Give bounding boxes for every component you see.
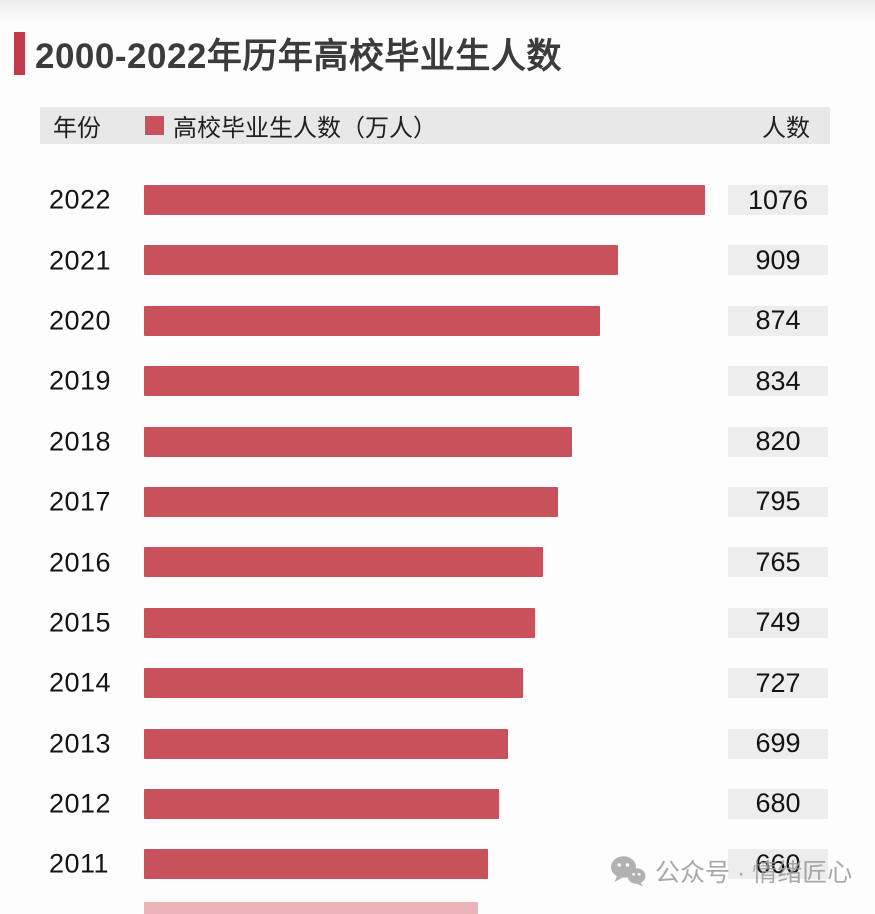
chart-row: 2015 749 <box>0 593 875 653</box>
value-bar <box>144 305 600 336</box>
value-bar <box>144 245 618 276</box>
value-badge: 874 <box>728 305 828 336</box>
value-badge: 795 <box>728 486 828 517</box>
top-vignette <box>0 0 875 24</box>
value-badge: 699 <box>728 728 828 759</box>
year-label: 2015 <box>49 607 112 638</box>
value-badge: 834 <box>728 366 828 397</box>
year-label: 2020 <box>49 305 112 336</box>
chart-row: 2016 765 <box>0 532 875 592</box>
chart-row: 2022 1076 <box>0 170 875 230</box>
watermark: 公众号 · 情绪匠心 <box>610 853 852 889</box>
value-bar <box>144 849 488 880</box>
value-bar <box>144 426 572 457</box>
value-bar <box>144 366 579 397</box>
year-label: 2017 <box>49 486 112 517</box>
year-label: 2012 <box>49 788 112 819</box>
chart-row: 2017 795 <box>0 472 875 532</box>
year-label: 2016 <box>49 547 112 578</box>
year-label: 2013 <box>49 728 112 759</box>
year-column-header: 年份 <box>53 115 101 142</box>
year-label: 2021 <box>49 245 112 276</box>
value-badge: 660 <box>728 849 828 880</box>
wechat-icon <box>611 856 646 887</box>
value-badge: 1076 <box>728 185 828 215</box>
year-label: 2011 <box>49 848 110 879</box>
watermark-text: 公众号 · 情绪匠心 <box>655 859 853 887</box>
chart-row: 2019 834 <box>0 351 875 411</box>
title-accent-bar <box>14 32 25 75</box>
value-badge: 727 <box>728 668 828 699</box>
chart-row: 2011 660 <box>0 834 875 894</box>
value-bar <box>144 185 705 215</box>
value-badge: 820 <box>728 426 828 457</box>
value-bar <box>144 486 558 517</box>
chart-row: 2013 699 <box>0 714 875 774</box>
year-label: 2018 <box>49 426 112 457</box>
year-label: 2019 <box>49 365 112 396</box>
value-bar <box>144 547 543 578</box>
chart-row: 2014 727 <box>0 653 875 713</box>
title-block: 2000-2022年历年高校毕业生人数 <box>14 28 562 79</box>
partial-next-bar <box>144 902 478 914</box>
bar-chart: 2022 1076 2021 909 2020 874 2019 834 201… <box>0 170 875 895</box>
count-column-header: 人数 <box>762 115 810 142</box>
value-badge: 680 <box>728 788 828 819</box>
value-bar <box>144 788 499 819</box>
value-bar <box>144 728 508 759</box>
table-header: 年份 高校毕业生人数（万人） 人数 <box>40 107 830 144</box>
chart-row: 2012 680 <box>0 774 875 834</box>
chart-row: 2020 874 <box>0 291 875 351</box>
legend-swatch <box>145 116 164 135</box>
value-badge: 909 <box>728 245 828 276</box>
value-bar <box>144 607 535 638</box>
legend-label: 高校毕业生人数（万人） <box>173 115 437 142</box>
page-title: 2000-2022年历年高校毕业生人数 <box>35 37 562 76</box>
value-bar <box>144 668 523 699</box>
value-badge: 749 <box>728 607 828 638</box>
year-label: 2022 <box>49 184 112 215</box>
chart-row: 2018 820 <box>0 412 875 472</box>
year-label: 2014 <box>49 667 112 698</box>
value-badge: 765 <box>728 547 828 578</box>
chart-row: 2021 909 <box>0 230 875 290</box>
